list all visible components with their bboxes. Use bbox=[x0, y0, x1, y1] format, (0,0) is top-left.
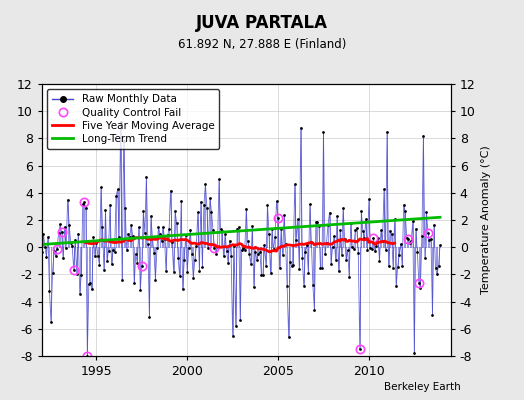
Text: Berkeley Earth: Berkeley Earth bbox=[385, 382, 461, 392]
Legend: Raw Monthly Data, Quality Control Fail, Five Year Moving Average, Long-Term Tren: Raw Monthly Data, Quality Control Fail, … bbox=[47, 89, 220, 149]
Text: 61.892 N, 27.888 E (Finland): 61.892 N, 27.888 E (Finland) bbox=[178, 38, 346, 51]
Text: JUVA PARTALA: JUVA PARTALA bbox=[196, 14, 328, 32]
Y-axis label: Temperature Anomaly (°C): Temperature Anomaly (°C) bbox=[481, 146, 491, 294]
